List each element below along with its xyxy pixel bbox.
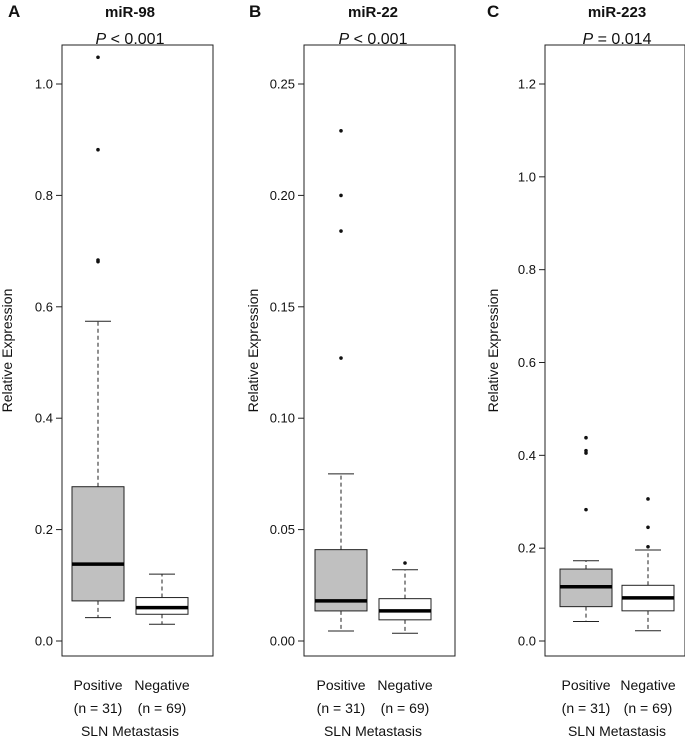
outlier-point (96, 259, 100, 264)
category-n-label: (n = 69) (624, 700, 673, 716)
y-axis-label: Relative Expression (485, 289, 501, 413)
y-tick-label: 1.2 (518, 77, 536, 92)
outlier-point (339, 229, 343, 233)
y-tick-label: 0.05 (270, 522, 295, 537)
y-tick-label: 0.20 (270, 188, 295, 203)
outlier-point (96, 55, 100, 60)
outlier-point (584, 451, 588, 455)
x-axis-label: SLN Metastasis (568, 723, 666, 739)
y-tick-label: 0.0 (518, 634, 536, 649)
category-label: Positive (561, 677, 610, 693)
category-label: Negative (134, 677, 189, 693)
p-value-text: < 0.001 (106, 31, 164, 48)
x-axis-label: SLN Metastasis (81, 723, 179, 739)
panel-letter: A (8, 2, 20, 21)
category-n-label: (n = 31) (562, 700, 611, 716)
y-tick-label: 0.00 (270, 634, 295, 649)
panel-letter: C (487, 2, 499, 21)
plot-frame (544, 44, 685, 657)
outlier-point (96, 147, 100, 152)
category-label: Negative (377, 677, 432, 693)
outlier-point (403, 561, 407, 565)
panel-letter: B (249, 2, 261, 21)
p-value-symbol: P (339, 31, 350, 48)
category-n-label: (n = 31) (74, 700, 123, 716)
y-tick-label: 0.8 (35, 188, 53, 203)
p-value: P < 0.001 (96, 31, 165, 48)
category-label: Positive (73, 677, 122, 693)
category-label: Negative (620, 677, 675, 693)
outlier-point (584, 507, 588, 512)
chart-title: miR-98 (105, 4, 155, 21)
outlier-point (646, 497, 650, 501)
outlier-point (584, 435, 588, 440)
chart-title: miR-223 (588, 4, 646, 21)
p-value-symbol: P (583, 31, 594, 48)
outlier-point (339, 128, 343, 133)
y-tick-label: 0.2 (518, 541, 536, 556)
category-n-label: (n = 69) (381, 700, 430, 716)
outlier-point (339, 356, 343, 360)
y-tick-label: 0.15 (270, 299, 295, 314)
plot-frame (303, 44, 456, 657)
plot-frame (61, 44, 214, 657)
y-tick-label: 1.0 (35, 77, 53, 92)
y-tick-label: 0.6 (35, 299, 53, 314)
p-value: P = 0.014 (583, 31, 652, 48)
y-axis-label: Relative Expression (245, 289, 261, 413)
y-tick-label: 0.0 (35, 634, 53, 649)
box-iqr (71, 486, 125, 602)
y-tick-label: 0.25 (270, 77, 295, 92)
y-tick-label: 0.4 (518, 448, 536, 463)
y-axis-label: Relative Expression (0, 289, 15, 413)
y-tick-label: 1.0 (518, 169, 536, 184)
y-tick-label: 0.6 (518, 355, 536, 370)
p-value-text: = 0.014 (593, 31, 651, 48)
p-value-symbol: P (96, 31, 107, 48)
y-tick-label: 0.8 (518, 262, 536, 277)
category-n-label: (n = 31) (317, 700, 366, 716)
chart-title: miR-22 (348, 4, 398, 21)
y-tick-label: 0.2 (35, 522, 53, 537)
p-value: P < 0.001 (339, 31, 408, 48)
y-tick-label: 0.10 (270, 411, 295, 426)
category-label: Positive (316, 677, 365, 693)
outlier-point (646, 525, 650, 530)
category-n-label: (n = 69) (138, 700, 187, 716)
y-tick-label: 0.4 (35, 411, 53, 426)
p-value-text: < 0.001 (349, 31, 407, 48)
x-axis-label: SLN Metastasis (324, 723, 422, 739)
outlier-point (339, 193, 343, 198)
outlier-point (646, 544, 650, 549)
